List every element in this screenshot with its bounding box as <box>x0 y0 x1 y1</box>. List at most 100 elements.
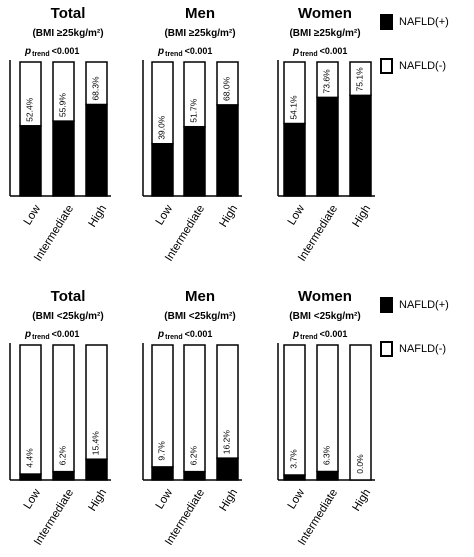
bar-segment <box>283 344 306 476</box>
x-tick-label: Low <box>286 486 308 511</box>
chart-title: Total <box>51 288 86 305</box>
x-tick-label: High <box>86 203 109 229</box>
bar-segment <box>52 470 75 481</box>
value-label: 73.6% <box>322 69 332 94</box>
p-sub: trend <box>32 51 50 58</box>
value-label: 54.1% <box>289 95 299 120</box>
x-tick-label: High <box>350 203 373 229</box>
legend-label: NAFLD(+) <box>399 16 449 28</box>
bar-segment <box>85 61 108 106</box>
chart-subtitle: (BMI <25kg/m²) <box>289 311 360 322</box>
bar-segment <box>85 103 108 197</box>
p-trend: ptrend <0.001 <box>24 329 79 341</box>
bar-segment <box>19 125 42 197</box>
legend-label: NAFLD(-) <box>399 343 446 355</box>
p-trend: ptrend <0.001 <box>292 46 347 58</box>
chart-subtitle: (BMI ≥25kg/m²) <box>164 28 235 39</box>
p-sub: trend <box>300 334 318 341</box>
p-sub: trend <box>165 51 183 58</box>
bar-segment <box>349 61 372 97</box>
p-letter: p <box>292 46 299 57</box>
p-text: <0.001 <box>185 329 213 339</box>
value-label: 75.1% <box>355 67 365 92</box>
value-label: 0.0% <box>355 454 365 474</box>
bar-segment <box>85 458 108 481</box>
bar-segment <box>19 61 42 127</box>
value-label: 16.2% <box>222 430 232 455</box>
p-letter: p <box>157 329 164 340</box>
x-tick-label: Low <box>286 202 308 227</box>
x-tick-label: High <box>217 203 240 229</box>
p-letter: p <box>24 46 31 57</box>
chart-title: Men <box>185 288 215 305</box>
p-letter: p <box>24 329 31 340</box>
bar-segment <box>19 344 42 475</box>
bar-segment <box>216 104 239 197</box>
legend-swatch <box>380 297 393 313</box>
bar-segment <box>316 470 339 481</box>
chart-title: Total <box>51 5 86 22</box>
bar-segment <box>316 61 339 99</box>
p-trend: ptrend <0.001 <box>157 329 212 341</box>
p-text: <0.001 <box>320 329 348 339</box>
chart-subtitle: (BMI <25kg/m²) <box>32 311 103 322</box>
x-tick-label: High <box>86 487 109 513</box>
p-text: <0.001 <box>52 329 80 339</box>
chart-title: Women <box>298 288 352 305</box>
value-label: 9.7% <box>157 441 167 461</box>
bar-segment <box>283 122 306 197</box>
legend-swatch <box>380 341 393 357</box>
bar-segment <box>283 61 306 125</box>
bar-segment <box>216 344 239 459</box>
bar-segment <box>151 142 174 197</box>
p-text: <0.001 <box>52 46 80 56</box>
bar-segment <box>52 61 75 122</box>
x-tick-label: Low <box>154 486 176 511</box>
chart-subtitle: (BMI ≥25kg/m²) <box>32 28 103 39</box>
bar-segment <box>52 344 75 473</box>
p-trend: ptrend <0.001 <box>292 329 347 341</box>
value-label: 39.0% <box>157 115 167 140</box>
value-label: 6.2% <box>189 446 199 466</box>
bar-segment <box>216 457 239 481</box>
value-label: 52.4% <box>25 97 35 122</box>
x-tick-label: Low <box>154 202 176 227</box>
value-label: 51.7% <box>189 98 199 123</box>
legend-label: NAFLD(+) <box>399 299 449 311</box>
bar-segment <box>85 344 108 460</box>
value-label: 15.4% <box>91 431 101 456</box>
bar-segment <box>316 344 339 473</box>
bar-segment <box>216 61 239 106</box>
value-label: 68.3% <box>91 76 101 101</box>
p-text: <0.001 <box>320 46 348 56</box>
chart-title: Women <box>298 5 352 22</box>
bar-segment <box>183 61 206 128</box>
p-letter: p <box>292 329 299 340</box>
p-text: <0.001 <box>185 46 213 56</box>
bar-segment <box>52 120 75 197</box>
bar-segment <box>151 61 174 145</box>
bar-segment <box>349 94 372 197</box>
legend-label: NAFLD(-) <box>399 60 446 72</box>
x-tick-label: Low <box>22 486 44 511</box>
legend-swatch <box>380 14 393 30</box>
value-label: 68.0% <box>222 76 232 101</box>
x-tick-label: High <box>217 487 240 513</box>
p-trend: ptrend <0.001 <box>24 46 79 58</box>
bar-segment <box>183 470 206 481</box>
bar-segment <box>316 96 339 197</box>
chart-subtitle: (BMI <25kg/m²) <box>164 311 235 322</box>
value-label: 3.7% <box>289 449 299 469</box>
value-label: 6.2% <box>58 446 68 466</box>
p-trend: ptrend <0.001 <box>157 46 212 58</box>
value-label: 55.9% <box>58 93 68 118</box>
chart-subtitle: (BMI ≥25kg/m²) <box>289 28 360 39</box>
p-sub: trend <box>165 334 183 341</box>
p-sub: trend <box>32 334 50 341</box>
p-sub: trend <box>300 51 318 58</box>
p-letter: p <box>157 46 164 57</box>
value-label: 4.4% <box>25 448 35 468</box>
bar-segment <box>349 344 372 481</box>
legend-swatch <box>380 58 393 74</box>
bar-segment <box>151 466 174 481</box>
